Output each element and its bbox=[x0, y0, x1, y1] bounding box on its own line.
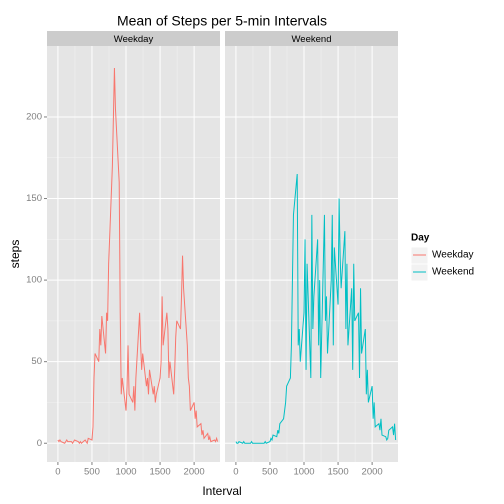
y-tick-label: 200 bbox=[26, 111, 42, 122]
facet-label: Weekday bbox=[114, 34, 154, 45]
x-tick-label: 500 bbox=[84, 467, 100, 478]
y-tick-label: 100 bbox=[26, 275, 42, 286]
x-tick-label: 0 bbox=[55, 467, 60, 478]
legend-label: Weekend bbox=[432, 267, 474, 278]
x-tick-label: 1000 bbox=[293, 467, 314, 478]
facet-strip bbox=[225, 31, 398, 46]
x-tick-label: 500 bbox=[262, 467, 278, 478]
legend-label: Weekday bbox=[432, 250, 474, 261]
y-axis-label: steps bbox=[8, 240, 22, 269]
data-line bbox=[57, 68, 219, 445]
y-tick-label: 150 bbox=[26, 193, 42, 204]
x-tick-label: 2000 bbox=[184, 467, 205, 478]
facet-label: Weekend bbox=[292, 34, 332, 45]
x-axis-label: Interval bbox=[202, 484, 241, 498]
x-tick-label: 0 bbox=[233, 467, 238, 478]
y-tick-label: 0 bbox=[37, 438, 42, 449]
facet-strip bbox=[47, 31, 220, 46]
y-tick-label: 50 bbox=[31, 356, 42, 367]
legend-title: Day bbox=[411, 233, 430, 244]
x-tick-label: 1500 bbox=[327, 467, 348, 478]
chart-title: Mean of Steps per 5-min Intervals bbox=[117, 13, 327, 29]
x-tick-label: 2000 bbox=[362, 467, 383, 478]
data-line bbox=[235, 174, 397, 444]
x-tick-label: 1500 bbox=[149, 467, 170, 478]
x-tick-label: 1000 bbox=[115, 467, 136, 478]
